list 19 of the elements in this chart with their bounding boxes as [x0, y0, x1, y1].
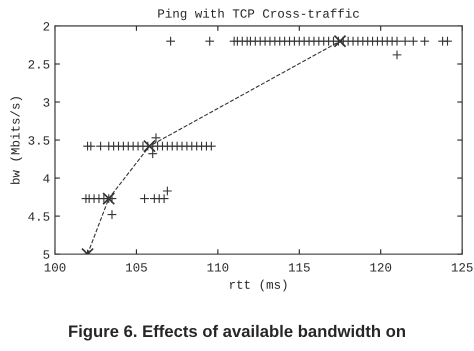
x-tick-label: 100: [44, 263, 66, 272]
x-axis-title: rtt (ms): [230, 280, 286, 292]
caption: Figure 6. Effects of available bandwidth on: [69, 324, 405, 340]
point: [334, 34, 346, 48]
x-tick-label: 105: [126, 263, 147, 272]
y-tick-label: 4: [43, 174, 50, 183]
x-tick-label: 115: [288, 263, 310, 272]
y-axis-title: bw (Mbits/s): [10, 97, 22, 184]
y-tick-label: 3: [43, 98, 50, 107]
x-tick-label: 110: [208, 263, 228, 272]
x-tick-label: 125: [452, 263, 473, 272]
x-tick-label: 120: [370, 263, 392, 272]
y-tick-label: 2: [44, 22, 50, 31]
y-tick-label: 2.5: [28, 60, 50, 69]
y-tick-label: 3.5: [28, 136, 50, 145]
y-tick-label: 5: [43, 250, 50, 259]
y-tick-label: 4.5: [28, 212, 50, 221]
point: [102, 192, 116, 205]
chart-title: Ping with TCP Cross-traffic: [158, 8, 359, 20]
